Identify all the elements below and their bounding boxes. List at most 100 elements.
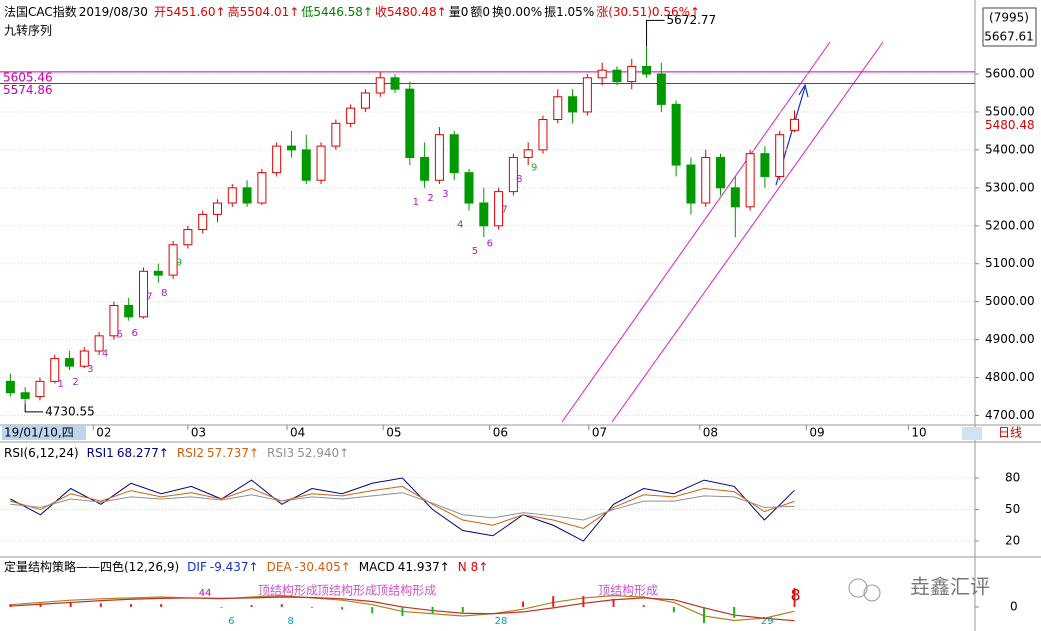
candle-body <box>538 119 548 151</box>
legend-name: DIF <box>187 560 207 574</box>
y-tick-label: 5400.00 <box>985 142 1035 156</box>
td-label: 6 <box>487 239 493 250</box>
x-tick-label: 02 <box>96 426 111 440</box>
header-item: 振1.05% <box>544 5 594 19</box>
candle-body <box>124 304 134 318</box>
rsi-header: RSI(6,12,24) RSI1 68.277↑ RSI2 57.737↑ RSI3 52… <box>4 446 349 460</box>
candle-body <box>464 172 474 204</box>
td-label: 3 <box>87 364 93 375</box>
macd-note: 29 <box>761 616 774 627</box>
panel-title: RSI(6,12,24) <box>4 446 79 460</box>
header-item: 法国CAC指数 <box>4 4 77 19</box>
header-item: 收5480.48↑ <box>375 5 447 19</box>
panel-title: 定量结构策略——四色(12,26,9) <box>4 559 179 574</box>
candle-body <box>479 202 489 227</box>
candle-body <box>701 156 711 204</box>
rsi-line <box>10 477 795 542</box>
candle-body <box>79 350 89 367</box>
legend-value: 57.737↑ <box>207 446 259 460</box>
candle-body <box>582 77 592 113</box>
macd-note: 顶结构形成 <box>258 583 318 598</box>
extra: N 8↑ <box>458 560 488 574</box>
header-item: 换0.00% <box>492 5 542 19</box>
header-item: 量0 <box>449 5 469 19</box>
header-item: 低5446.58↑ <box>301 5 373 19</box>
candle-body <box>316 145 326 181</box>
candle-body <box>760 153 770 177</box>
candle-body <box>390 77 400 90</box>
y-tick-label: 50 <box>1005 502 1020 516</box>
rsi-line <box>10 485 795 529</box>
td-label: 7 <box>146 292 152 303</box>
high-label: 5672.77 <box>667 13 717 27</box>
legend-value: -9.437↑ <box>210 560 259 574</box>
header: 法国CAC指数 2019/08/30 开5451.60↑ 高5504.01↑ 低5446… <box>4 4 700 19</box>
legend-name: RSI1 <box>87 446 114 460</box>
wechat-icon <box>863 584 881 602</box>
td-label: 1 <box>58 379 64 390</box>
candle-body <box>656 73 666 105</box>
legend-value: 41.937↑ <box>398 560 450 574</box>
candle-body <box>627 65 637 83</box>
candle-body <box>153 270 163 276</box>
subtitle: 九转序列 <box>4 23 52 38</box>
td-label: 4 <box>457 220 463 231</box>
y-tick-label: 4900.00 <box>985 332 1035 346</box>
y-tick-label: 4700.00 <box>985 408 1035 422</box>
candle-body <box>789 118 799 131</box>
td-label: 8 <box>516 174 522 185</box>
legend-value: 52.940↑ <box>297 446 349 460</box>
candle-body <box>198 213 208 231</box>
candle-body <box>508 156 518 193</box>
header-item: 涨(30.51)0.56%↑ <box>596 4 700 19</box>
x-tick-label: 06 <box>493 426 508 440</box>
candle-body <box>775 134 785 177</box>
candle-body <box>716 156 726 189</box>
rsi-line <box>10 492 795 521</box>
y-tick-label: 5100.00 <box>985 256 1035 270</box>
y-tick-label: 5600.00 <box>985 66 1035 80</box>
candle-body <box>301 149 311 181</box>
candle-body <box>227 187 237 204</box>
info-box <box>982 7 1037 47</box>
candle-body <box>168 244 178 276</box>
x-tick-label: 05 <box>386 426 401 440</box>
candle-body <box>257 172 267 204</box>
candle-body <box>745 153 755 208</box>
level-label: 5574.86 <box>3 83 53 97</box>
header-text: 法国CAC指数 2019/08/30 开5451.60↑ 高5504.01↑ 低5446… <box>4 4 700 19</box>
x-tick-label: 03 <box>191 426 206 440</box>
scroll-box[interactable] <box>962 427 982 440</box>
td-label: 9 <box>531 163 537 174</box>
candle-body <box>405 88 415 158</box>
candle-body <box>642 65 652 75</box>
candle-body <box>331 122 341 147</box>
candle-body <box>686 164 696 204</box>
period[interactable]: 日线 <box>998 426 1022 440</box>
candle-body <box>612 69 622 83</box>
macd-header: 定量结构策略——四色(12,26,9) DIF -9.437↑ DEA -30.405↑… <box>4 559 488 574</box>
candle-body <box>109 304 119 337</box>
td-label: 2 <box>72 377 78 388</box>
x-tick-label: 09 <box>809 426 824 440</box>
price-box: 5667.61 <box>984 30 1034 44</box>
wechat-icon <box>848 578 868 598</box>
candle-body <box>346 107 356 124</box>
candle-body <box>523 149 533 158</box>
candle-body <box>286 145 296 151</box>
code: (7995) <box>989 11 1029 25</box>
watermark: 垚鑫汇评 <box>910 575 990 599</box>
candle-body <box>375 77 385 94</box>
candle-body <box>183 229 193 246</box>
date-box <box>2 426 86 440</box>
channel-line <box>561 41 831 423</box>
candle-body <box>360 92 370 109</box>
macd-note: 44 <box>199 588 212 599</box>
candle-body <box>94 335 104 352</box>
td-label: 8 <box>161 288 167 299</box>
candle-body <box>35 380 45 398</box>
x-tick-label: 04 <box>290 426 305 440</box>
y-tick-label: 5300.00 <box>985 180 1035 194</box>
